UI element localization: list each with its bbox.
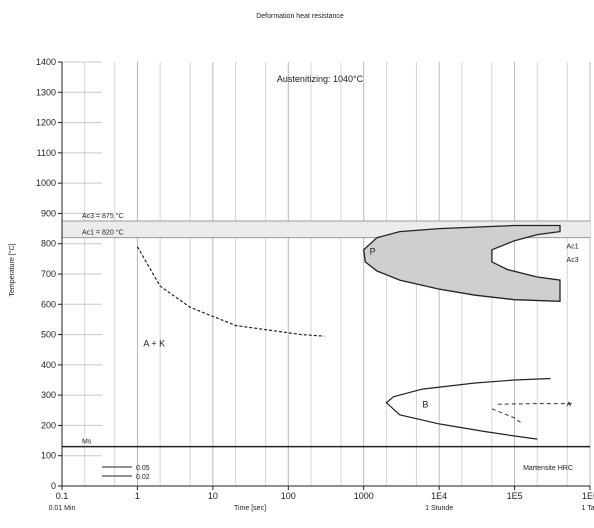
- y-tick-label: 600: [41, 299, 56, 309]
- y-axis-label: Temperature [°C]: [8, 243, 16, 296]
- chart-title: Deformation heat resistance: [256, 13, 344, 20]
- x-tick-label: 100: [281, 491, 296, 501]
- x-sublabel: 1 Stunde: [425, 505, 453, 512]
- region-label: B: [422, 399, 428, 409]
- x-sublabel: 0.01 Min: [49, 505, 76, 512]
- x-tick-label: 1E5: [507, 491, 523, 501]
- y-tick-label: 900: [41, 208, 56, 218]
- x-tick-label: 0.1: [56, 491, 69, 501]
- series-curve-0: [136, 246, 325, 337]
- x-tick-label: 10: [208, 491, 218, 501]
- y-tick-label: 200: [41, 420, 56, 430]
- y-tick-label: 700: [41, 269, 56, 279]
- x-axis-label: Time [sec]: [234, 505, 266, 512]
- y-tick-label: 1200: [36, 118, 56, 128]
- region-label: P: [370, 246, 376, 256]
- y-tick-label: 800: [41, 239, 56, 249]
- x-tick-label: 1E4: [431, 491, 447, 501]
- y-tick-label: 500: [41, 330, 56, 340]
- bottom-left-note: 0.02: [136, 474, 150, 481]
- y-tick-label: 0: [51, 481, 56, 491]
- martensite-hrc-note: Martensite HRC: [523, 465, 573, 472]
- region-label: A + K: [143, 339, 165, 349]
- y-tick-label: 1400: [36, 57, 56, 67]
- bottom-left-note: 0.05: [136, 465, 150, 472]
- y-tick-label: 1100: [37, 148, 56, 158]
- reference-label-ac3: Ac3 = 875 °C: [82, 212, 124, 220]
- x-tick-label: 1: [135, 491, 140, 501]
- reference-label-ac1: Ac1 = 820 °C: [82, 229, 124, 237]
- series-label: A: [567, 401, 572, 408]
- x-sublabel: 1 Tag: [582, 505, 594, 512]
- y-tick-label: 1300: [36, 87, 56, 97]
- series-label: Ac3: [567, 257, 579, 264]
- axes: 0100200300400500600700800900100011001200…: [36, 57, 594, 512]
- series-label: Ac1: [567, 243, 579, 250]
- series-dashed-4: [491, 408, 521, 423]
- series-curve-2: [385, 377, 551, 440]
- series-pearlite-region: [363, 224, 561, 302]
- y-tick-label: 400: [41, 360, 56, 370]
- x-tick-label: 1E6: [582, 491, 594, 501]
- region-labels: P A + K B Ac1 Ac3 A 0.02 0.05: [102, 243, 579, 481]
- series-curves: [136, 224, 574, 440]
- series-dashed-3: [497, 403, 574, 405]
- austenitizing-annotation: Austenitizing: 1040°C: [277, 74, 364, 84]
- y-tick-label: 100: [41, 451, 56, 461]
- reference-label-ms: Ms: [82, 439, 92, 446]
- y-tick-label: 1000: [36, 178, 56, 188]
- x-tick-label: 1000: [354, 491, 374, 501]
- y-tick-label: 300: [41, 390, 56, 400]
